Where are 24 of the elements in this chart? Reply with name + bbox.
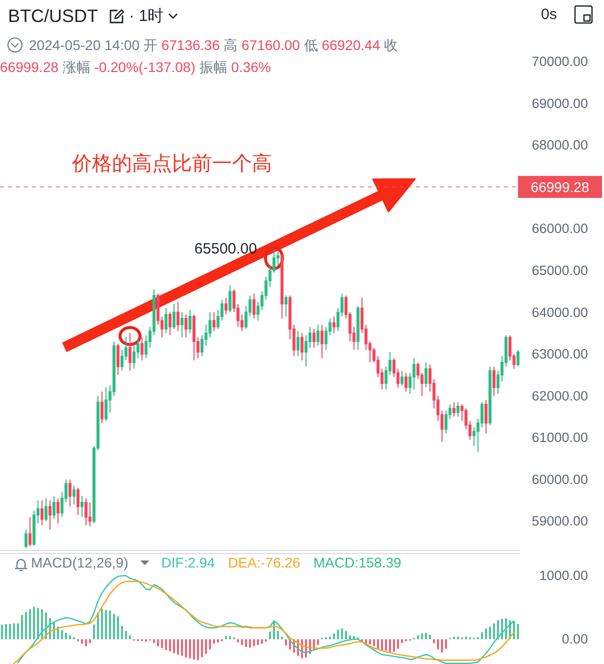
y-tick-label: 66000.00: [532, 221, 588, 236]
series-label: DIF:2.94: [161, 554, 216, 570]
annotation: 价格的高点比前一个高: [71, 152, 272, 175]
text: · 1时: [129, 6, 164, 26]
y-tick-label: 1000.00: [539, 568, 588, 584]
text: DEA:-76.26: [228, 554, 301, 570]
chart-title: MACD(12,26,9): [31, 554, 128, 570]
y-tick-label: 69000.00: [532, 96, 588, 111]
y-tick-label: 59000.00: [532, 514, 588, 529]
y-tick-label: 0.00: [562, 632, 588, 647]
y-tick-label: 65000.00: [532, 262, 588, 278]
y-tick-label: 64000.00: [532, 304, 588, 320]
text: 0s: [541, 6, 557, 23]
y-tick-label: 61000.00: [532, 430, 588, 446]
text: MACD:158.39: [313, 554, 402, 570]
y-tick-label: 63000.00: [532, 346, 588, 362]
chart-title: BTC/USDT: [8, 6, 98, 26]
ref-line-label: 66999.28: [530, 178, 590, 195]
y-tick-label: 62000.00: [532, 388, 588, 404]
text: 2024-05-20 14:00 开 67136.36 高 67160.00 低 66920.44 收 66999.28 涨幅 -0.20%(-137.08) 振幅 0.36%: [0, 37, 398, 75]
y-tick-label: 70000.00: [532, 54, 588, 69]
y-tick-label: 68000.00: [532, 138, 588, 153]
annotation: 65500.00: [194, 240, 257, 258]
y-tick-label: 60000.00: [532, 472, 588, 487]
